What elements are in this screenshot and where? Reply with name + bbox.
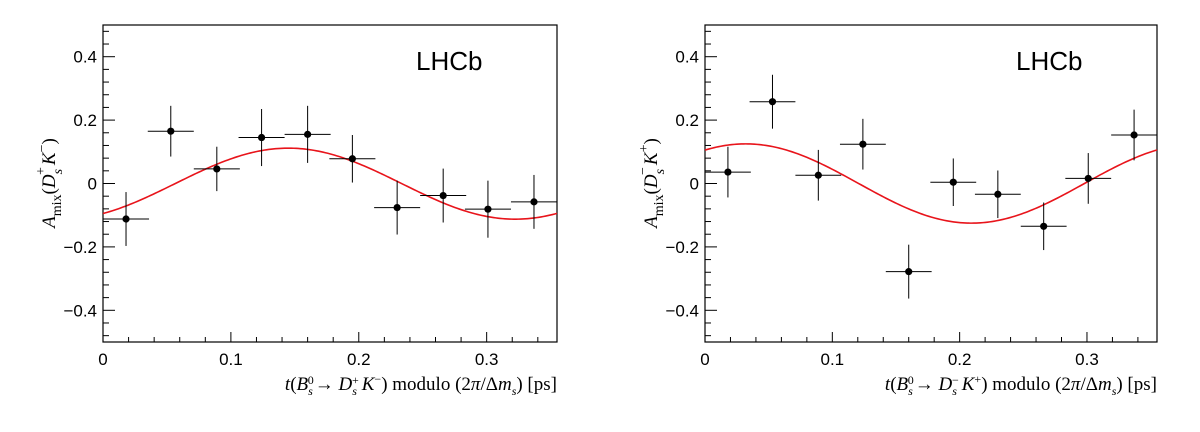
y-axis-title: Amix(Ds+K−) — [34, 138, 66, 230]
data-point — [724, 168, 732, 176]
y-tick-label: −0.4 — [63, 301, 97, 320]
data-point — [1040, 222, 1048, 230]
fit-curve — [102, 147, 558, 220]
y-tick-label: −0.2 — [63, 238, 97, 257]
data-point — [304, 130, 312, 138]
data-point — [122, 215, 130, 223]
x-axis-title: t(Bs0→ Ds− K+) modulo (2π/Δms) [ps] — [885, 372, 1157, 398]
x-tick-label: 0.2 — [347, 350, 371, 369]
y-tick-label: −0.2 — [665, 238, 699, 257]
data-point — [167, 127, 175, 135]
error-bars — [705, 74, 1157, 299]
y-tick-label: 0 — [690, 175, 699, 194]
x-tick-label: 0 — [98, 350, 107, 369]
tick-labels: 0 0.1 0.2 0.3 −0.4 −0.2 0 0.2 0.4 — [665, 48, 1098, 369]
tick-labels: 0 0.1 0.2 0.3 −0.4 −0.2 0 0.2 0.4 — [63, 48, 498, 369]
data-point — [859, 140, 867, 148]
data-points — [122, 127, 538, 223]
chart-panel-right: 0 0.1 0.2 0.3 −0.4 −0.2 0 0.2 0.4 LHCb Amix(Ds−K… — [636, 24, 1158, 398]
experiment-label: LHCb — [1016, 46, 1082, 76]
plot-frame — [102, 24, 558, 343]
data-point — [257, 133, 266, 142]
x-tick-label: 0.1 — [821, 350, 845, 369]
data-point — [814, 171, 822, 179]
x-tick-label: 0.3 — [475, 350, 499, 369]
data-point — [949, 178, 957, 186]
y-tick-label: 0.4 — [73, 48, 97, 67]
ticks — [704, 30, 1139, 342]
plot-frame — [704, 24, 1158, 343]
y-tick-label: 0 — [88, 175, 97, 194]
y-tick-label: 0.2 — [675, 111, 699, 130]
y-tick-label: 0.2 — [73, 111, 97, 130]
data-point — [484, 205, 492, 213]
data-point — [994, 190, 1002, 198]
data-point — [905, 268, 913, 276]
y-axis-title: Amix(Ds−K+) — [636, 138, 668, 230]
experiment-label: LHCb — [416, 46, 482, 76]
data-point — [530, 198, 538, 206]
data-point — [213, 165, 221, 173]
data-point — [1084, 174, 1092, 183]
x-axis-title: t(Bs0→ Ds+ K−) modulo (2π/Δms) [ps] — [285, 372, 557, 398]
fit-curve — [704, 143, 1158, 224]
data-point — [1130, 131, 1138, 139]
data-point — [439, 191, 447, 200]
data-point — [348, 155, 356, 163]
ticks — [102, 30, 539, 342]
chart-panel-left: 0 0.1 0.2 0.3 −0.4 −0.2 0 0.2 0.4 LHCb Amix(Ds+K… — [34, 24, 558, 398]
data-points — [724, 98, 1138, 276]
error-bars — [103, 105, 557, 246]
data-point — [768, 98, 777, 106]
x-tick-label: 0.2 — [948, 350, 972, 369]
y-tick-label: 0.4 — [675, 48, 699, 67]
data-point — [393, 203, 401, 212]
x-tick-label: 0 — [700, 350, 709, 369]
y-tick-label: −0.4 — [665, 301, 699, 320]
x-tick-label: 0.3 — [1075, 350, 1099, 369]
x-tick-label: 0.1 — [219, 350, 243, 369]
